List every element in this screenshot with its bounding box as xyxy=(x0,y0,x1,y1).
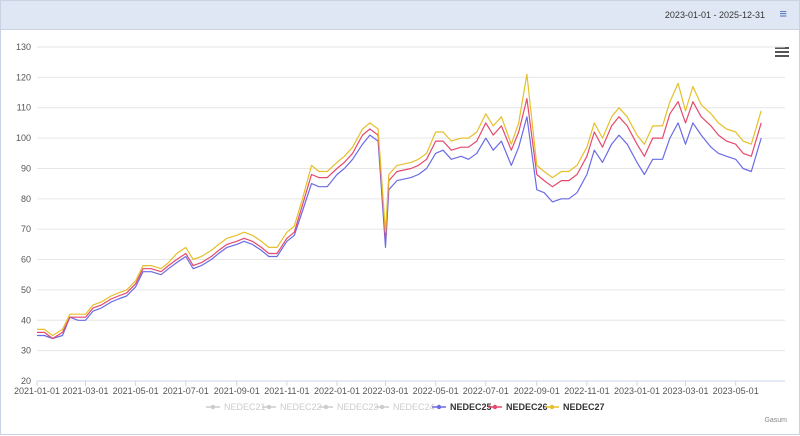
y-tick-label: 80 xyxy=(21,194,31,204)
x-tick-label: 2021-05-01 xyxy=(113,386,159,396)
y-tick-label: 110 xyxy=(17,103,31,113)
x-tick-label: 2021-07-01 xyxy=(163,386,209,396)
series-line-nedec26[interactable] xyxy=(37,97,762,340)
y-tick-label: 30 xyxy=(21,346,31,356)
legend-item-nedec24[interactable]: NEDEC24 xyxy=(393,402,435,412)
legend-marker-nedec21[interactable] xyxy=(210,404,216,410)
y-tick-label: 100 xyxy=(16,133,31,143)
y-tick-label: 40 xyxy=(21,315,31,325)
y-tick-label: 70 xyxy=(21,224,31,234)
legend-item-nedec27[interactable]: NEDEC27 xyxy=(563,402,605,412)
y-tick-label: 50 xyxy=(21,285,31,295)
x-tick-label: 2021-01-01 xyxy=(14,386,60,396)
date-range: 2023-01-01 - 2025-12-31 xyxy=(664,10,765,20)
legend-item-nedec26[interactable]: NEDEC26 xyxy=(506,402,548,412)
series-line-nedec27[interactable] xyxy=(37,73,762,337)
x-tick-label: 2023-03-01 xyxy=(663,386,709,396)
legend-item-nedec25[interactable]: NEDEC25 xyxy=(450,402,492,412)
x-tick-label: 2022-01-01 xyxy=(314,386,360,396)
legend-marker-nedec23[interactable] xyxy=(323,404,329,410)
x-tick-label: 2023-05-01 xyxy=(713,386,759,396)
legend-item-nedec23[interactable]: NEDEC23 xyxy=(337,402,379,412)
x-tick-label: 2022-05-01 xyxy=(413,386,459,396)
legend-marker-nedec22[interactable] xyxy=(266,404,272,410)
y-tick-label: 60 xyxy=(21,255,31,265)
legend-item-nedec21[interactable]: NEDEC21 xyxy=(224,402,266,412)
export-menu-icon[interactable] xyxy=(775,47,789,59)
x-tick-label: 2022-07-01 xyxy=(463,386,509,396)
legend-item-nedec22[interactable]: NEDEC22 xyxy=(280,402,322,412)
x-tick-label: 2021-11-01 xyxy=(264,386,309,396)
x-tick-label: 2021-09-01 xyxy=(214,386,260,396)
legend-marker-nedec26[interactable] xyxy=(492,404,498,410)
legend-marker-nedec25[interactable] xyxy=(436,404,442,410)
x-tick-label: 2023-01-01 xyxy=(614,386,660,396)
chart-credit: Gasum xyxy=(764,417,787,424)
legend-marker-nedec27[interactable] xyxy=(549,404,555,410)
x-tick-label: 2022-09-01 xyxy=(514,386,560,396)
y-tick-label: 120 xyxy=(16,72,31,82)
hamburger-icon[interactable]: ≡ xyxy=(779,6,787,21)
y-tick-label: 130 xyxy=(16,42,31,52)
y-tick-label: 20 xyxy=(21,376,31,386)
x-tick-label: 2021-03-01 xyxy=(62,386,108,396)
legend-marker-nedec24[interactable] xyxy=(379,404,385,410)
y-tick-label: 90 xyxy=(21,163,31,173)
series-line-nedec25[interactable] xyxy=(37,116,762,340)
x-tick-label: 2022-03-01 xyxy=(362,386,408,396)
x-tick-label: 2022-11-01 xyxy=(564,386,609,396)
chart-header: 2023-01-01 - 2025-12-31 ≡ xyxy=(1,1,799,30)
